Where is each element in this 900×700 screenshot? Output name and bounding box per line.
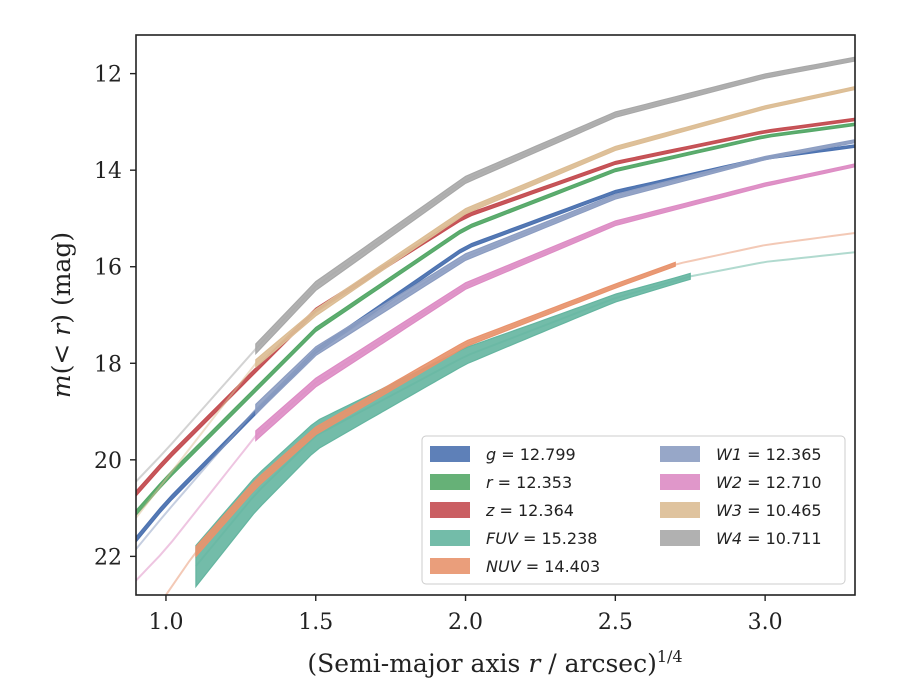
legend-swatch [430, 530, 470, 546]
x-tick-label: 1.0 [148, 610, 183, 635]
legend-label: W1 = 12.365 [716, 445, 822, 464]
legend-label: r = 12.353 [486, 473, 572, 492]
legend-label: W2 = 12.710 [716, 473, 822, 492]
series-FUV [195, 251, 855, 589]
series-W1-band [255, 139, 855, 416]
x-tick-label: 2.0 [448, 610, 483, 635]
legend-box [421, 435, 846, 585]
legend-item-W3: W3 = 10.465 [660, 501, 822, 520]
series-FUV-band [195, 272, 691, 589]
x-tick-label: 3.0 [748, 610, 783, 635]
legend-label: FUV = 15.238 [486, 529, 597, 548]
legend-item-FUV: FUV = 15.238 [430, 529, 597, 548]
x-tick-label: 1.5 [298, 610, 333, 635]
y-axis: 12 14 16 18 20 22 [94, 63, 136, 570]
legend-swatch [660, 502, 700, 518]
y-tick-label: 14 [94, 159, 122, 184]
legend-item-W4: W4 = 10.711 [660, 529, 822, 548]
legend-item-W1: W1 = 12.365 [660, 445, 822, 464]
y-tick-label: 20 [94, 449, 122, 474]
legend-label: z = 12.364 [485, 501, 574, 520]
legend-swatch [430, 502, 470, 518]
legend-swatch [430, 446, 470, 462]
legend-item-NUV: NUV = 14.403 [430, 557, 600, 576]
legend-swatch [660, 474, 700, 490]
y-tick-label: 16 [94, 256, 122, 281]
legend-item-r: r = 12.353 [430, 473, 572, 492]
y-tick-label: 18 [94, 352, 122, 377]
x-tick-label: 2.5 [598, 610, 633, 635]
series-W3-band [255, 86, 855, 369]
series-W3 [136, 86, 855, 519]
series-W1 [136, 139, 855, 550]
series-W4-band [255, 56, 855, 356]
series-W4 [136, 56, 855, 483]
y-axis-label: m(< r) (mag) [47, 232, 76, 398]
legend-label: W4 = 10.711 [716, 529, 822, 548]
series-layer [136, 56, 855, 595]
y-tick-label: 12 [94, 63, 122, 88]
series-W2-band [255, 163, 855, 442]
legend-label: NUV = 14.403 [486, 557, 600, 576]
x-axis: 1.0 1.5 2.0 2.5 3.0 [148, 595, 783, 635]
series-NUV-band [195, 261, 676, 558]
legend-swatch [660, 446, 700, 462]
legend-label: g = 12.799 [486, 445, 576, 464]
series-W2 [136, 163, 855, 582]
legend-swatch [430, 558, 470, 574]
legend-swatch [430, 474, 470, 490]
series-r [136, 122, 855, 517]
series-r-band [136, 122, 855, 517]
legend-swatch [660, 530, 700, 546]
legend: g = 12.799 r = 12.353 z = 12.364 FUV = 15.2… [421, 435, 846, 585]
legend-label: W3 = 10.465 [716, 501, 822, 520]
plot-frame [135, 34, 856, 596]
x-axis-label: (Semi-major axis r / arcsec)1/4 [307, 647, 682, 678]
series-NUV [165, 231, 855, 595]
y-tick-label: 22 [94, 545, 122, 570]
legend-item-g: g = 12.799 [430, 445, 576, 464]
legend-item-z: z = 12.364 [430, 501, 574, 520]
legend-item-W2: W2 = 12.710 [660, 473, 822, 492]
